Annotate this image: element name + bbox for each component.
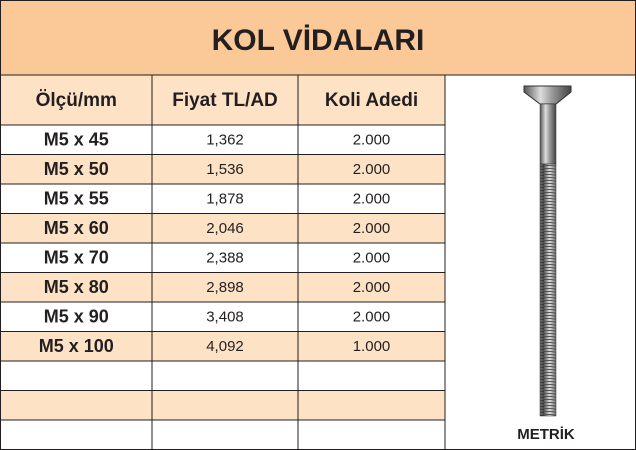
header-cell [0, 74, 153, 126]
cell-text: 2,046 [206, 220, 244, 237]
table-cell [297, 390, 446, 421]
table-cell [0, 183, 153, 214]
size-text: M5 x 70 [44, 248, 109, 268]
table-cell [297, 183, 446, 214]
cell-text: 2.000 [353, 191, 391, 208]
size-text: M5 x 50 [44, 159, 109, 179]
table-cell [0, 360, 153, 391]
image-caption: METRİK [517, 426, 575, 443]
cell-text: 1,878 [206, 191, 244, 208]
table-cell [151, 360, 299, 391]
cell-text: 1,362 [206, 132, 244, 149]
table-cell [0, 419, 153, 450]
cell-text: 1,536 [206, 161, 244, 178]
size-text: M5 x 45 [44, 130, 109, 150]
table-cell [0, 124, 153, 155]
cell-text: 2.000 [353, 161, 391, 178]
cell-text: 2.000 [353, 279, 391, 296]
screw-shank [539, 103, 557, 165]
header-cell [151, 74, 299, 126]
table-cell [297, 242, 446, 273]
table-cell [151, 301, 299, 332]
table-cell [297, 419, 446, 450]
size-text: M5 x 80 [44, 277, 109, 297]
table-cell [151, 390, 299, 421]
cell-text: 2.000 [353, 220, 391, 237]
cell-text: 3,408 [206, 309, 244, 326]
table-cell [151, 154, 299, 185]
size-text: M5 x 90 [44, 307, 109, 327]
cell-text: 2,898 [206, 279, 244, 296]
screw [523, 85, 572, 417]
title-band [0, 0, 636, 76]
table-cell [297, 213, 446, 244]
cell-text: 2.000 [353, 132, 391, 149]
header-text: Koli Adedi [325, 90, 418, 111]
header-text: Ölçü/mm [36, 90, 117, 111]
cell-text: 2.000 [353, 250, 391, 267]
cell-text: 4,092 [206, 338, 244, 355]
size-text: M5 x 60 [44, 218, 109, 238]
table-cell [0, 272, 153, 303]
table-cell [151, 213, 299, 244]
cell-text: 2,388 [206, 250, 244, 267]
cell-text: 2.000 [353, 309, 391, 326]
header-text: Fiyat TL/AD [172, 90, 278, 111]
table-cell [297, 331, 446, 362]
title: KOL VİDALARI [212, 24, 425, 57]
screw-thread [539, 163, 557, 417]
table-cell [0, 390, 153, 421]
table-cell [151, 242, 299, 273]
table-cell [297, 301, 446, 332]
size-text: M5 x 100 [39, 336, 114, 356]
table-cell [0, 213, 153, 244]
table-cell [297, 360, 446, 391]
table-cell [151, 419, 299, 450]
cell-text: 1.000 [353, 338, 391, 355]
table-cell [297, 124, 446, 155]
table-cell [0, 242, 153, 273]
size-text: M5 x 55 [44, 189, 109, 209]
table-cell [0, 331, 153, 362]
